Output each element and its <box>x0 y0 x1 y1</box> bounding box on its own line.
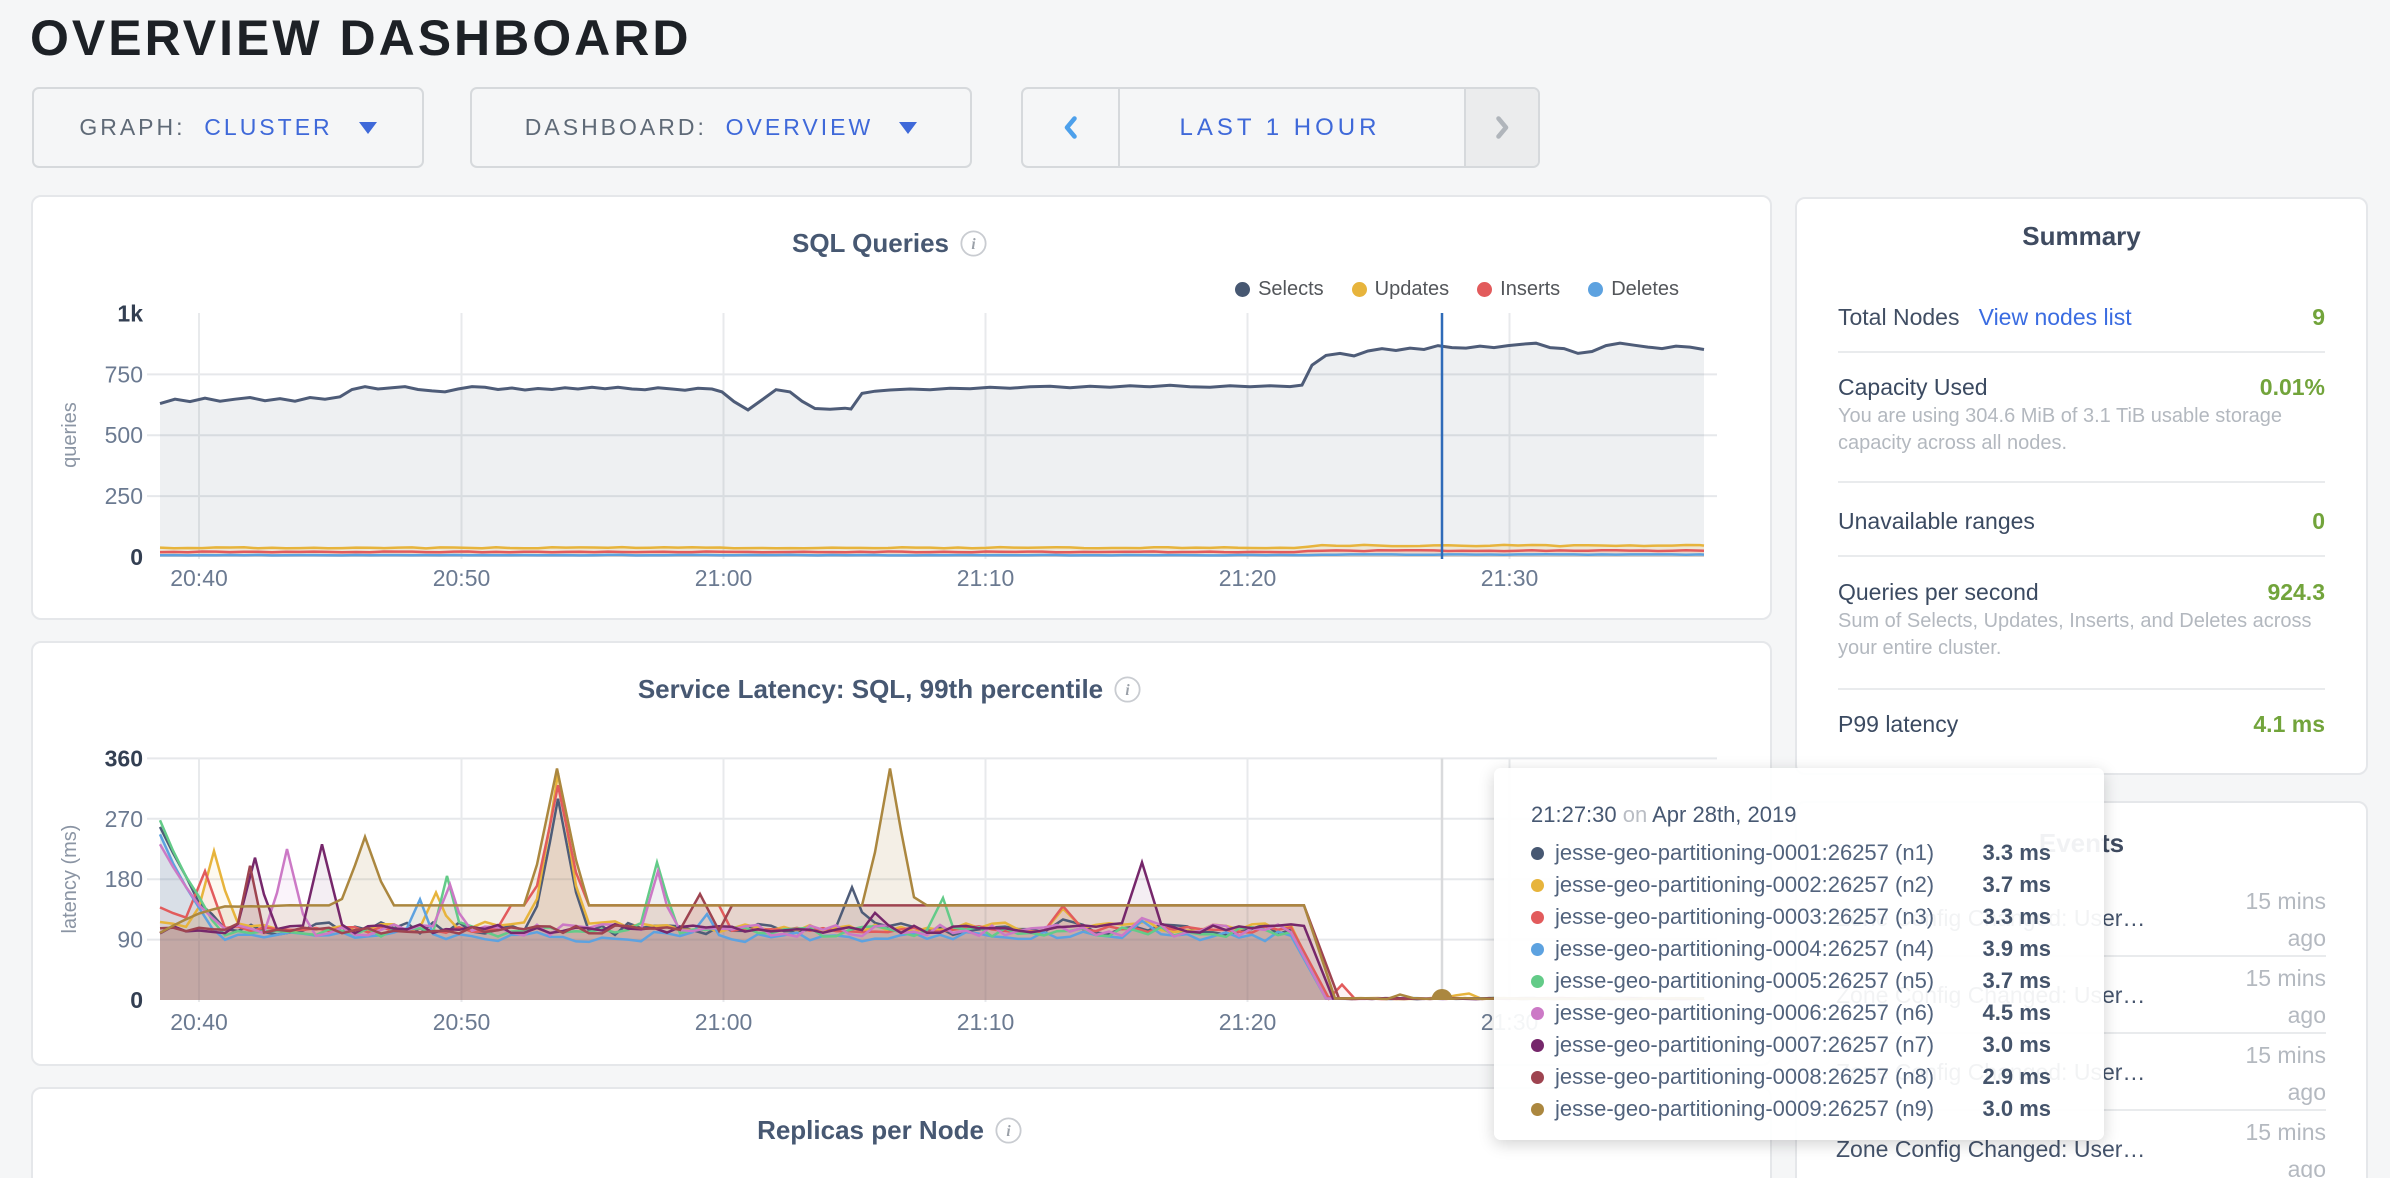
svg-text:360: 360 <box>105 745 143 771</box>
svg-text:21:00: 21:00 <box>695 1009 753 1035</box>
svg-text:i: i <box>971 236 976 253</box>
svg-text:0: 0 <box>130 544 143 570</box>
svg-text:i: i <box>1006 1123 1011 1140</box>
svg-text:270: 270 <box>105 806 143 832</box>
svg-text:0: 0 <box>130 987 143 1013</box>
svg-text:90: 90 <box>117 927 143 953</box>
svg-text:180: 180 <box>105 866 143 892</box>
svg-text:21:20: 21:20 <box>1219 1009 1277 1035</box>
svg-text:1k: 1k <box>117 301 143 327</box>
svg-text:250: 250 <box>105 483 143 509</box>
svg-text:20:40: 20:40 <box>170 565 228 591</box>
svg-text:latency (ms): latency (ms) <box>59 825 81 934</box>
svg-text:21:10: 21:10 <box>957 565 1015 591</box>
svg-text:500: 500 <box>105 422 143 448</box>
svg-text:750: 750 <box>105 361 143 387</box>
svg-text:queries: queries <box>59 402 81 468</box>
svg-text:20:40: 20:40 <box>170 1009 228 1035</box>
svg-text:i: i <box>1126 682 1131 699</box>
svg-text:21:20: 21:20 <box>1219 565 1277 591</box>
svg-text:20:50: 20:50 <box>433 565 491 591</box>
svg-text:21:00: 21:00 <box>695 565 753 591</box>
svg-text:21:30: 21:30 <box>1481 565 1539 591</box>
svg-text:21:10: 21:10 <box>957 1009 1015 1035</box>
svg-text:20:50: 20:50 <box>433 1009 491 1035</box>
